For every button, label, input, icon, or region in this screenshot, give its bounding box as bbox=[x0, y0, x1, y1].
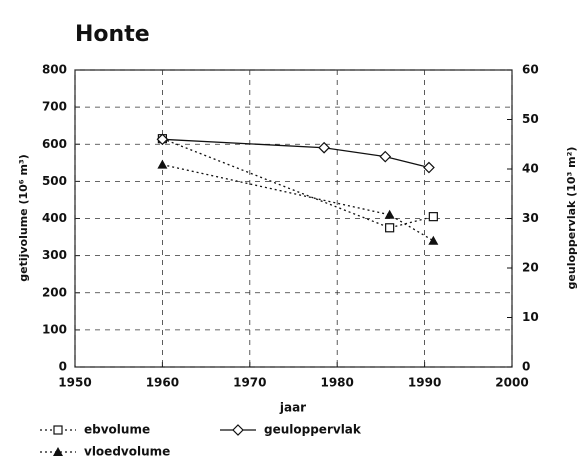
x-tick-label: 1960 bbox=[146, 376, 179, 390]
legend-marker bbox=[53, 425, 63, 435]
marker bbox=[385, 223, 395, 233]
y-tick-label: 400 bbox=[42, 211, 67, 225]
y-tick-label: 500 bbox=[42, 174, 67, 188]
marker bbox=[423, 161, 435, 174]
legend-label: vloedvolume bbox=[84, 445, 170, 459]
y2-axis-label: geuloppervlak (10³ m²) bbox=[565, 147, 578, 290]
y2-tick-label: 50 bbox=[522, 112, 539, 126]
legend-marker bbox=[53, 447, 63, 456]
x-tick-label: 1970 bbox=[233, 376, 266, 390]
marker bbox=[428, 212, 438, 222]
y2-tick-label: 0 bbox=[522, 360, 530, 374]
x-axis-label: jaar bbox=[279, 401, 306, 415]
series-line bbox=[162, 138, 430, 169]
x-tick-label: 2000 bbox=[495, 376, 528, 390]
marker bbox=[428, 235, 439, 245]
y-axis-label: getijvolume (10⁶ m³) bbox=[17, 154, 30, 282]
marker bbox=[379, 150, 392, 163]
y2-tick-label: 40 bbox=[522, 162, 539, 176]
y2-tick-label: 20 bbox=[522, 261, 539, 275]
x-tick-label: 1990 bbox=[408, 376, 441, 390]
x-tick-label: 1950 bbox=[58, 376, 91, 390]
legend-marker bbox=[232, 424, 244, 436]
y-tick-label: 200 bbox=[42, 285, 67, 299]
chart-title: Honte bbox=[75, 22, 150, 47]
legend-label: ebvolume bbox=[84, 423, 150, 437]
y-tick-label: 0 bbox=[59, 360, 67, 374]
y-tick-label: 300 bbox=[42, 248, 67, 262]
marker bbox=[157, 159, 168, 169]
y-tick-label: 800 bbox=[42, 63, 67, 77]
marker bbox=[384, 209, 395, 219]
y2-tick-label: 10 bbox=[522, 310, 539, 324]
marker bbox=[156, 133, 169, 146]
y-tick-label: 600 bbox=[42, 137, 67, 151]
legend-label: geuloppervlak bbox=[264, 423, 362, 437]
y2-tick-label: 30 bbox=[522, 211, 539, 225]
y-tick-label: 100 bbox=[42, 322, 67, 336]
series-line bbox=[162, 164, 434, 242]
series-line bbox=[162, 138, 434, 229]
marker bbox=[318, 141, 330, 154]
y2-tick-label: 60 bbox=[522, 63, 539, 77]
x-tick-label: 1980 bbox=[320, 376, 353, 390]
y-tick-label: 700 bbox=[42, 100, 67, 114]
